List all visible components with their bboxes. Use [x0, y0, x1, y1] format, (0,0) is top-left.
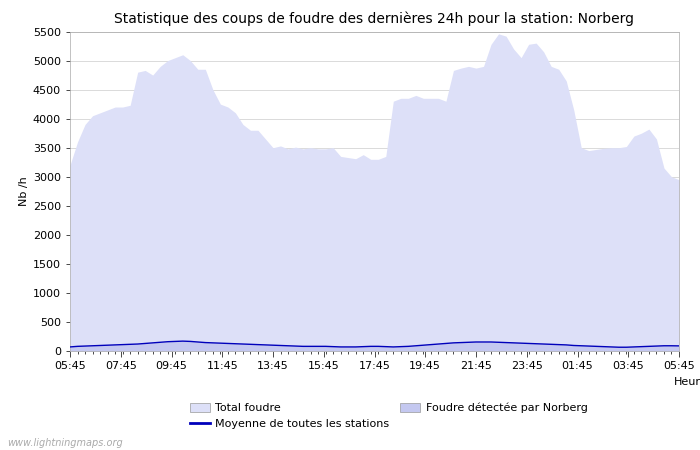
Title: Statistique des coups de foudre des dernières 24h pour la station: Norberg: Statistique des coups de foudre des dern… [115, 12, 634, 26]
Legend: Total foudre, Moyenne de toutes les stations, Foudre détectée par Norberg: Total foudre, Moyenne de toutes les stat… [186, 398, 592, 433]
Y-axis label: Nb /h: Nb /h [19, 176, 29, 206]
X-axis label: Heure: Heure [674, 377, 700, 387]
Text: www.lightningmaps.org: www.lightningmaps.org [7, 438, 122, 448]
